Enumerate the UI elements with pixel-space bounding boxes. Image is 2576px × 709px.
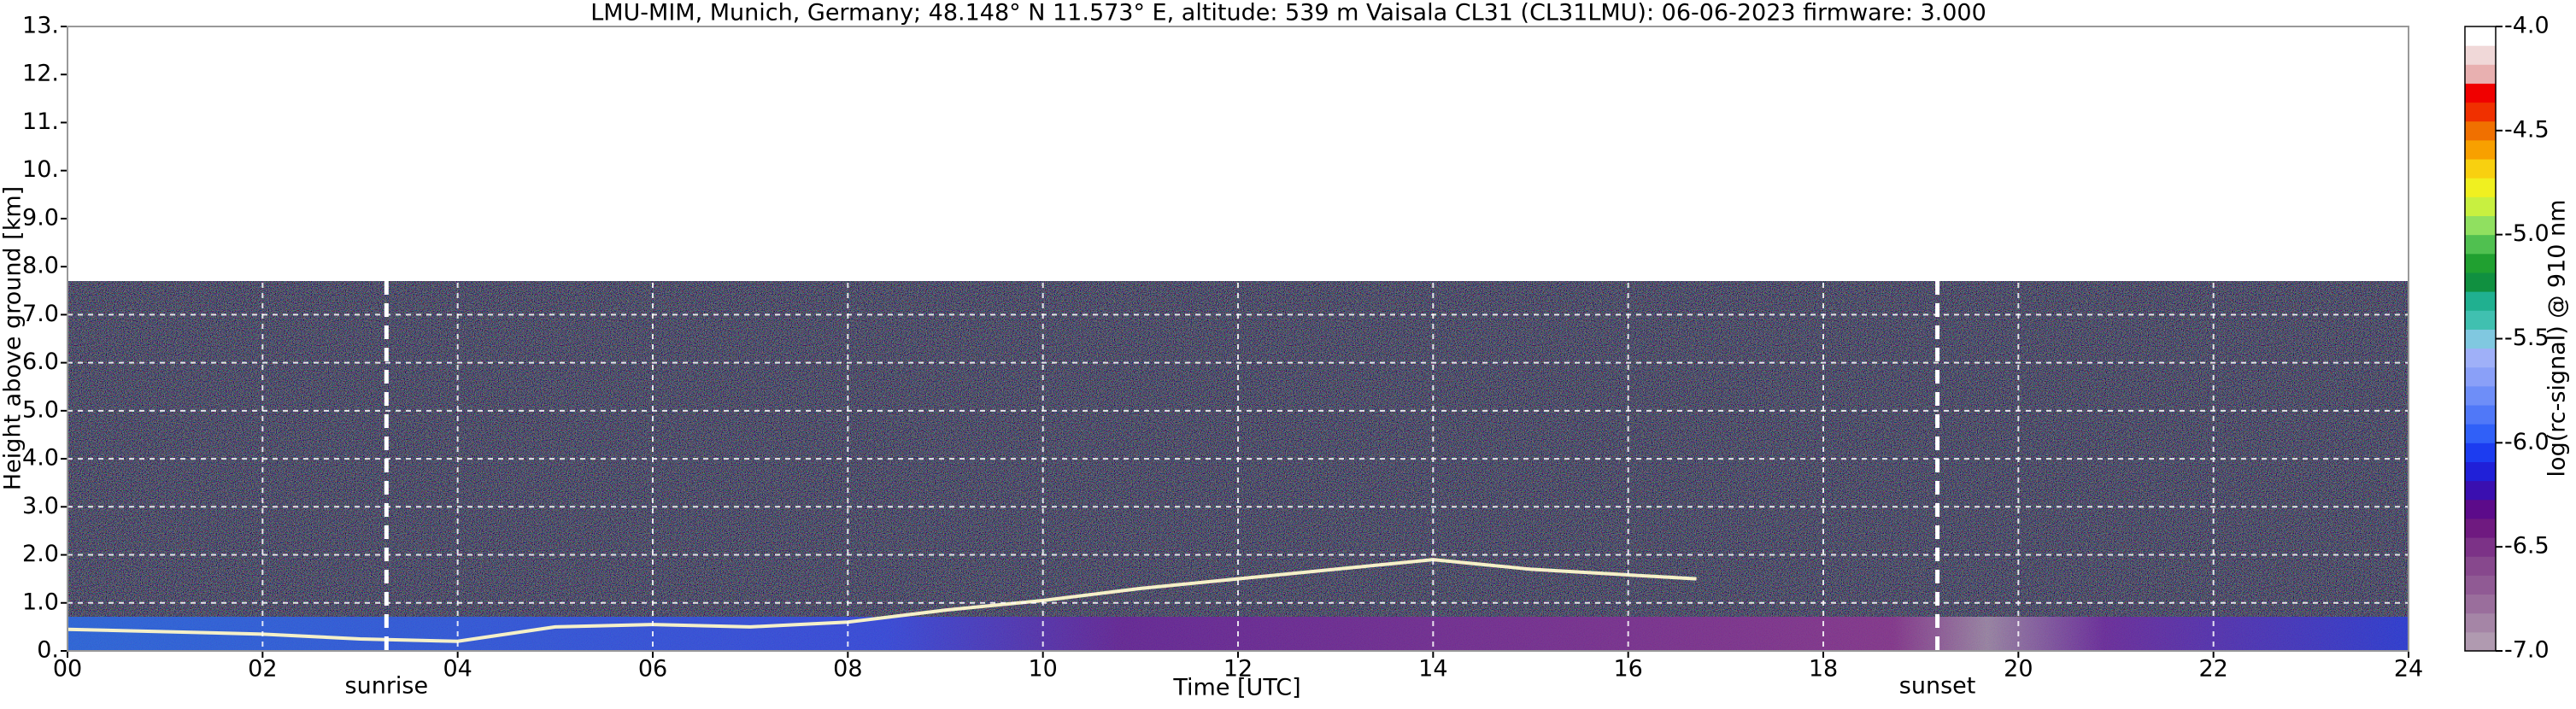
plot-frame [67, 26, 2409, 652]
colorbar-swatch [2465, 253, 2496, 273]
colorbar-swatch [2465, 64, 2496, 84]
colorbar-swatch [2465, 575, 2496, 595]
y-tick-label: 2.0 [22, 541, 59, 567]
colorbar-swatch [2465, 234, 2496, 255]
colorbar-swatch [2465, 480, 2496, 501]
colorbar-tick-label: -4.5 [2504, 116, 2550, 143]
x-tick-label: 20 [2004, 656, 2033, 683]
x-tick-label: 18 [1809, 656, 1838, 683]
y-tick-label: 5.0 [22, 396, 59, 423]
colorbar-swatch [2465, 405, 2496, 425]
colorbar-swatch [2465, 329, 2496, 349]
colorbar-swatch [2465, 120, 2496, 141]
colorbar-swatch [2465, 442, 2496, 462]
plot-background [67, 281, 2409, 651]
colorbar-swatch [2465, 215, 2496, 236]
colorbar-tick-label: -7.0 [2504, 637, 2550, 664]
x-tick-label: 14 [1418, 656, 1447, 683]
chart-title: LMU-MIM, Munich, Germany; 48.148° N 11.5… [590, 0, 1986, 26]
colorbar-swatch [2465, 537, 2496, 557]
y-tick-label: 1.0 [22, 589, 59, 615]
colorbar-swatch [2465, 310, 2496, 330]
colorbar-swatch [2465, 366, 2496, 387]
y-axis-label: Height above ground [km] [0, 186, 26, 490]
y-tick-label: 11. [22, 108, 59, 135]
colorbar-swatch [2465, 594, 2496, 614]
colorbar-swatch [2465, 556, 2496, 576]
y-tick-label: 13. [22, 13, 59, 39]
colorbar-tick-label: -5.5 [2504, 325, 2550, 351]
colorbar-swatch [2465, 83, 2496, 103]
x-tick-label: 00 [53, 656, 82, 683]
colorbar-swatch [2465, 518, 2496, 538]
y-tick-label: 0. [37, 637, 59, 664]
x-tick-label: 24 [2394, 656, 2423, 683]
x-tick-label: 02 [248, 656, 277, 683]
annotation-label: sunset [1899, 673, 1976, 700]
colorbar-swatch [2465, 385, 2496, 406]
x-tick-label: 04 [443, 656, 472, 683]
colorbar-swatch [2465, 178, 2496, 197]
colorbar-swatch [2465, 348, 2496, 368]
y-tick-label: 6.0 [22, 349, 59, 375]
colorbar-tick-label: -4.0 [2504, 13, 2550, 39]
y-tick-label: 7.0 [22, 301, 59, 327]
x-tick-label: 10 [1028, 656, 1057, 683]
colorbar-swatch [2465, 461, 2496, 482]
signal-noise [67, 281, 2409, 651]
y-tick-label: 12. [22, 61, 59, 87]
y-tick-label: 4.0 [22, 445, 59, 472]
colorbar-swatch [2465, 139, 2496, 160]
colorbar-tick-label: -6.0 [2504, 429, 2550, 455]
y-tick-label: 8.0 [22, 253, 59, 279]
x-axis-label: Time [UTC] [1172, 675, 1300, 701]
colorbar-tick-label: -6.5 [2504, 533, 2550, 560]
colorbar-swatch [2465, 159, 2496, 179]
colorbar-swatch [2465, 45, 2496, 65]
y-tick-label: 3.0 [22, 493, 59, 519]
y-tick-label: 10. [22, 156, 59, 183]
colorbar-swatch [2465, 272, 2496, 292]
x-tick-label: 12 [1223, 656, 1253, 683]
colorbar-swatch [2465, 102, 2496, 122]
colorbar-swatch [2465, 291, 2496, 311]
colorbar-label: log(rc-signal) @ 910 nm [2544, 200, 2571, 478]
colorbar-swatch [2465, 424, 2496, 443]
colorbar-swatch [2465, 26, 2496, 46]
colorbar-swatch [2465, 631, 2496, 652]
x-tick-label: 06 [638, 656, 667, 683]
colorbar-swatch [2465, 196, 2496, 217]
colorbar-swatch [2465, 499, 2496, 519]
colorbar-swatch [2465, 612, 2496, 633]
x-tick-label: 22 [2198, 656, 2227, 683]
y-tick-label: 9.0 [22, 204, 59, 231]
annotation-label: sunrise [345, 673, 429, 700]
x-tick-label: 08 [833, 656, 862, 683]
colorbar-tick-label: -5.0 [2504, 220, 2550, 247]
x-tick-label: 16 [1613, 656, 1642, 683]
